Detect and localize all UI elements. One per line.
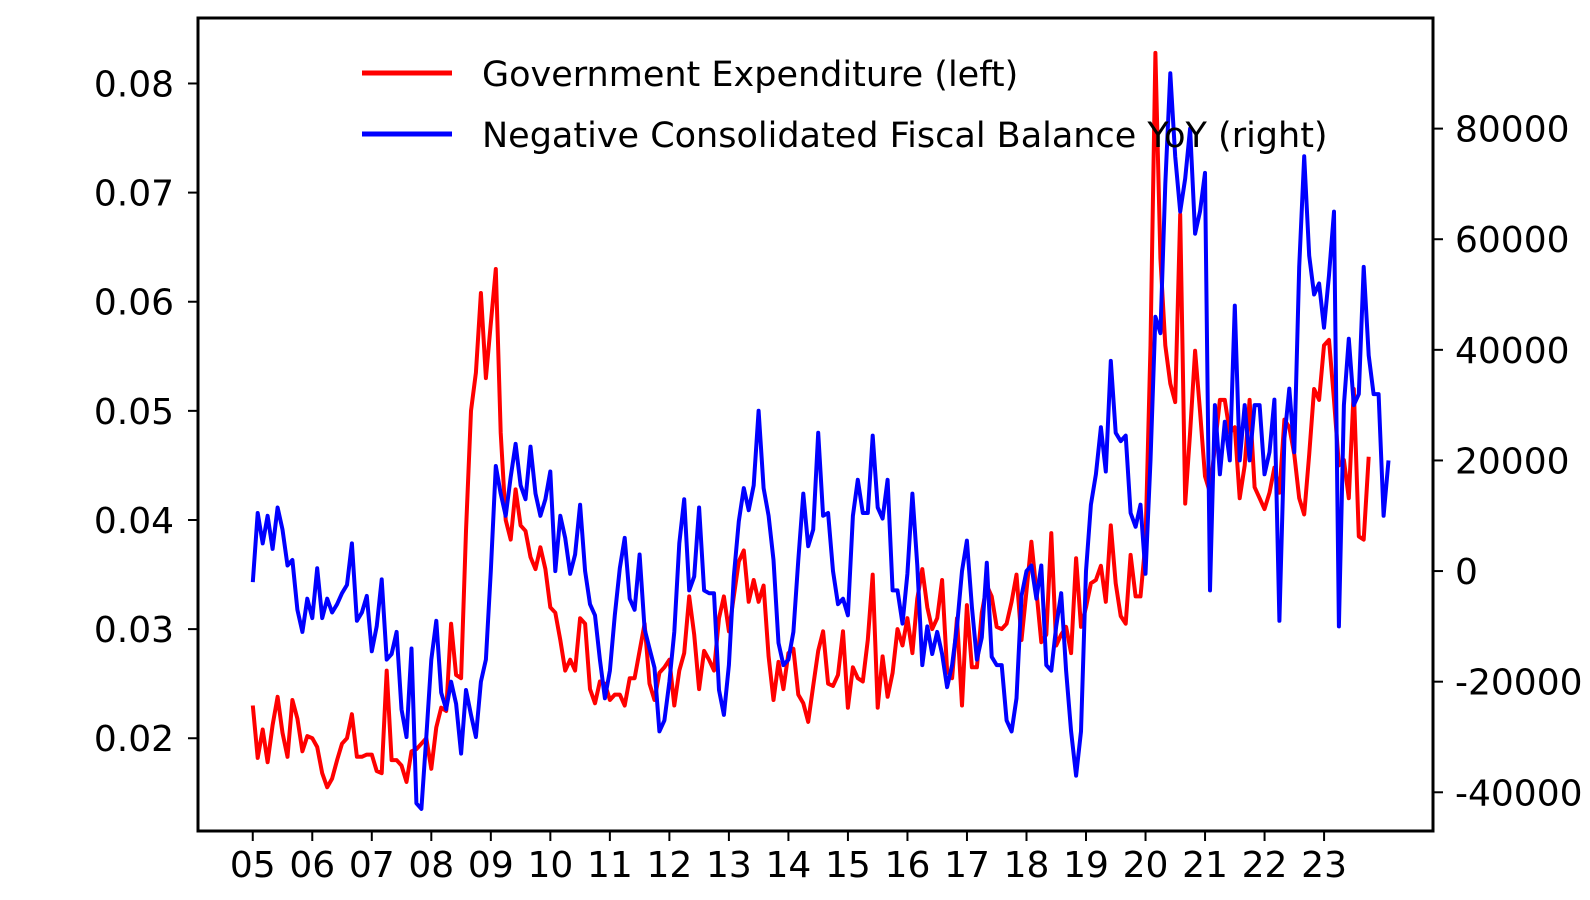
y-left-tick-label: 0.05 bbox=[94, 392, 174, 433]
legend: Government Expenditure (left) Negative C… bbox=[362, 55, 1328, 156]
y-right-tick-label: 0 bbox=[1455, 552, 1478, 593]
x-tick-label: 14 bbox=[766, 845, 812, 886]
x-tick-label: 19 bbox=[1063, 845, 1109, 886]
x-tick-label: 22 bbox=[1242, 845, 1288, 886]
x-tick-label: 12 bbox=[646, 845, 692, 886]
y-left-tick-label: 0.06 bbox=[94, 283, 174, 324]
y-right-tick-label: 80000 bbox=[1455, 110, 1570, 151]
y-right-tick-label: -20000 bbox=[1455, 663, 1583, 704]
legend-label-expenditure: Government Expenditure (left) bbox=[482, 55, 1018, 95]
y-axis-left: 0.02 0.03 0.04 0.05 0.06 0.07 0.08 bbox=[94, 64, 198, 760]
x-tick-label: 15 bbox=[825, 845, 871, 886]
y-left-tick-label: 0.07 bbox=[94, 174, 174, 215]
x-tick-label: 23 bbox=[1301, 845, 1347, 886]
series-layer bbox=[250, 50, 1391, 811]
x-tick-label: 20 bbox=[1123, 845, 1169, 886]
y-right-tick-label: 60000 bbox=[1455, 220, 1570, 261]
x-tick-label: 18 bbox=[1004, 845, 1050, 886]
x-tick-label: 07 bbox=[349, 845, 395, 886]
x-tick-label: 11 bbox=[587, 845, 633, 886]
x-tick-label: 08 bbox=[408, 845, 454, 886]
x-axis: 05 06 07 08 09 10 11 12 13 14 15 16 17 18 19 20 21 22 23 bbox=[230, 831, 1347, 886]
series-line-1 bbox=[250, 71, 1391, 811]
y-axis-right: -40000 -20000 0 20000 40000 60000 80000 bbox=[1433, 110, 1583, 814]
x-tick-label: 09 bbox=[468, 845, 514, 886]
series-line-0 bbox=[250, 50, 1371, 790]
y-left-tick-label: 0.08 bbox=[94, 64, 174, 105]
y-right-tick-label: 20000 bbox=[1455, 441, 1570, 482]
legend-label-fiscal-balance: Negative Consolidated Fiscal Balance YoY… bbox=[482, 116, 1328, 156]
plot-frame bbox=[196, 16, 1435, 833]
y-left-tick-label: 0.04 bbox=[94, 501, 174, 542]
x-tick-label: 21 bbox=[1182, 845, 1228, 886]
x-tick-label: 17 bbox=[944, 845, 990, 886]
x-tick-label: 05 bbox=[230, 845, 276, 886]
x-tick-label: 13 bbox=[706, 845, 752, 886]
y-left-tick-label: 0.03 bbox=[94, 610, 174, 651]
x-tick-label: 06 bbox=[289, 845, 335, 886]
y-right-tick-label: 40000 bbox=[1455, 331, 1570, 372]
x-tick-label: 16 bbox=[885, 845, 931, 886]
y-left-tick-label: 0.02 bbox=[94, 719, 174, 760]
y-right-tick-label: -40000 bbox=[1455, 773, 1583, 814]
x-tick-label: 10 bbox=[527, 845, 573, 886]
